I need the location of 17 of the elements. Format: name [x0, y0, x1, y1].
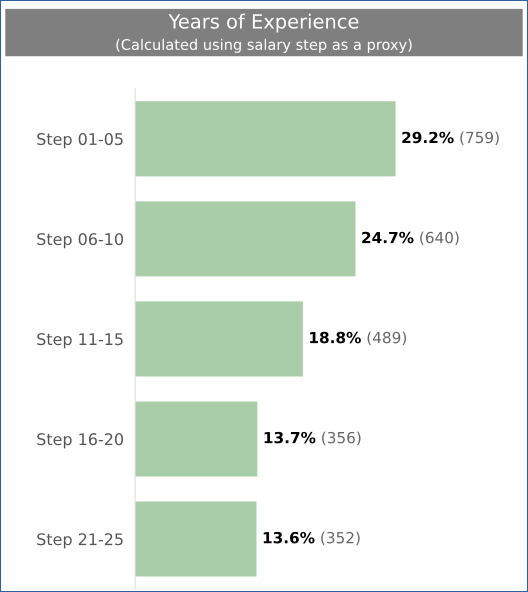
- data-label: 13.7% (356): [264, 432, 361, 446]
- y-tick-label: Step 11-15: [37, 333, 123, 348]
- y-tick-label: Step 06-10: [37, 233, 123, 248]
- chart-title: Years of Experience: [168, 14, 358, 32]
- data-label: 13.6% (352): [264, 532, 360, 546]
- bar: [135, 502, 256, 577]
- bar: [135, 401, 258, 476]
- data-label: 24.7% (640): [362, 231, 459, 246]
- data-label: 29.2% (759): [402, 131, 499, 146]
- bar: [135, 101, 396, 176]
- y-tick-label: Step 01-05: [37, 133, 123, 148]
- bar: [135, 301, 303, 376]
- chart-subtitle: (Calculated using salary step as a proxy): [116, 38, 412, 53]
- y-tick-label: Step 16-20: [37, 433, 123, 448]
- data-label: 18.8% (489): [310, 332, 406, 346]
- y-tick-label: Step 21-25: [37, 533, 123, 548]
- bar: [135, 201, 356, 276]
